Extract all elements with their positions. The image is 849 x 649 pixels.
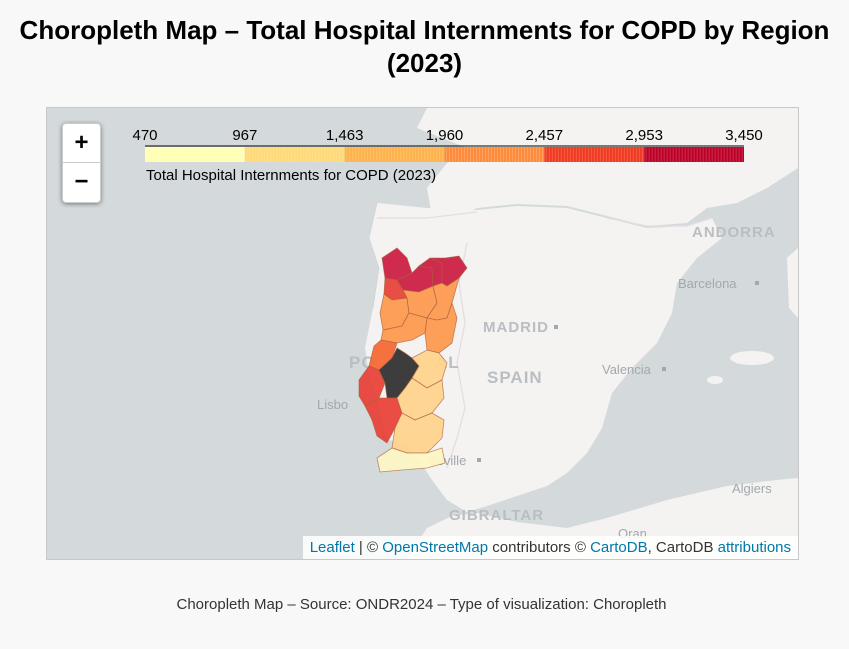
cartodb-link[interactable]: CartoDB <box>590 539 648 556</box>
label-spain: SPAIN <box>487 368 543 387</box>
legend-color-bin <box>344 147 445 162</box>
europe-landmass <box>417 108 798 226</box>
legend: 470 967 1,463 1,960 2,457 2,953 3,450 Total Ho… <box>132 127 763 184</box>
label-madrid: MADRID <box>483 319 549 336</box>
region-faro[interactable] <box>376 447 446 473</box>
legend-tick-label: 1,463 <box>326 127 364 144</box>
osm-link[interactable]: OpenStreetMap <box>382 539 489 556</box>
label-algiers: Algiers <box>732 481 772 496</box>
city-dot <box>662 367 666 371</box>
legend-tick-label: 2,457 <box>526 127 564 144</box>
legend-tick-label: 1,960 <box>426 127 464 144</box>
leaflet-link[interactable]: Leaflet <box>309 539 355 556</box>
legend-caption: Total Hospital Internments for COPD (202… <box>146 167 436 184</box>
city-dot <box>477 458 481 462</box>
ibiza-island <box>707 376 723 384</box>
legend-color-bin <box>244 147 345 162</box>
legend-tick-label: 967 <box>232 127 257 144</box>
zoom-in-button[interactable]: + <box>63 124 100 163</box>
leaflet-map[interactable]: ANDORRA MADRID SPAIN PO AL GIBRALTAR Bar… <box>46 107 799 560</box>
city-dot <box>554 325 558 329</box>
legend-color-bin <box>644 147 744 162</box>
map-title: Choropleth Map – Total Hospital Internme… <box>19 15 830 78</box>
attrib-mid: contributors © <box>488 539 591 556</box>
map-attribution: Leaflet | © OpenStreetMap contributors ©… <box>302 536 798 559</box>
zoom-control[interactable]: + − <box>62 123 101 203</box>
legend-color-bin <box>444 147 545 162</box>
legend-tick-label: 2,953 <box>625 127 663 144</box>
figure-caption: Choropleth Map – Source: ONDR2024 – Type… <box>176 596 667 613</box>
coast-detail <box>368 202 380 309</box>
legend-color-bin <box>544 147 645 162</box>
region-lisboa[interactable] <box>358 365 386 407</box>
attributions-link[interactable]: attributions <box>717 539 791 556</box>
label-andorra: ANDORRA <box>692 224 776 241</box>
legend-tick-label: 470 <box>132 127 157 144</box>
attrib-mid2: , CartoDB <box>647 539 718 556</box>
city-dot <box>755 281 759 285</box>
label-barcelona: Barcelona <box>678 276 737 291</box>
zoom-out-button[interactable]: − <box>74 168 89 195</box>
sardinia-landmass <box>787 248 798 318</box>
country-border <box>377 211 713 469</box>
label-lisbon: Lisbo <box>317 397 348 412</box>
balearic-island <box>730 351 774 365</box>
label-gibraltar: GIBRALTAR <box>449 507 544 524</box>
attrib-sep: | © <box>354 539 383 556</box>
choropleth-layer <box>358 247 468 473</box>
legend-tick-label: 3,450 <box>725 127 763 144</box>
legend-color-bin <box>145 147 245 162</box>
label-valencia: Valencia <box>602 362 652 377</box>
